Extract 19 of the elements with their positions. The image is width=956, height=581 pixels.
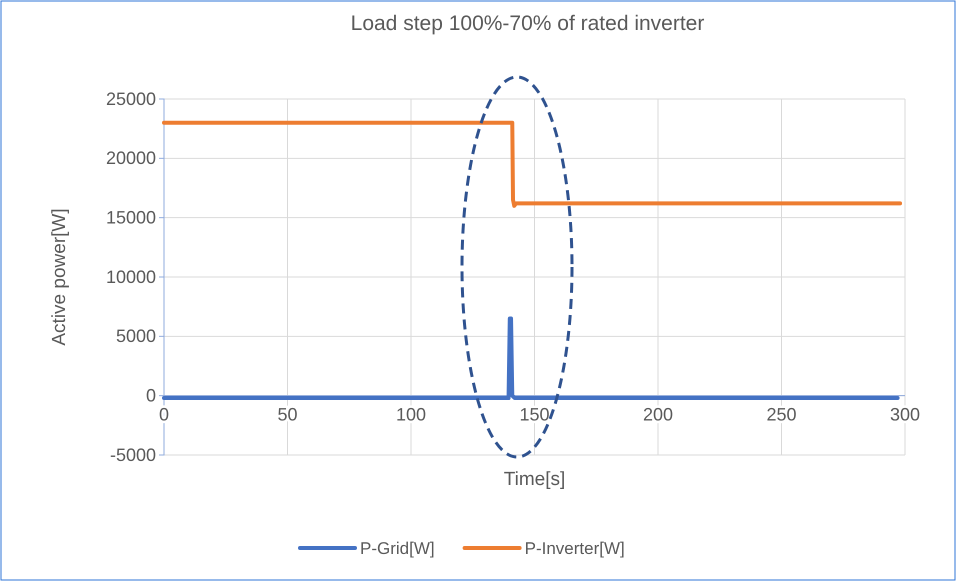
y-axis-title: Active power[W] xyxy=(49,208,70,346)
x-tick-label: 100 xyxy=(396,404,426,424)
y-tick-label: 15000 xyxy=(106,207,156,228)
chart-title: Load step 100%-70% of rated inverter xyxy=(350,12,704,35)
x-tick-label: 200 xyxy=(642,404,674,424)
x-tick-label: 150 xyxy=(519,404,550,424)
y-tick-label: 5000 xyxy=(116,326,156,346)
line-series xyxy=(162,120,902,208)
x-tick-label: 300 xyxy=(890,404,920,424)
y-tick-label: 10000 xyxy=(106,266,156,287)
y-tick-label: 0 xyxy=(146,385,156,406)
x-axis-title: Time[s] xyxy=(504,469,566,490)
legend-label: P-Grid[W] xyxy=(360,539,435,558)
x-tick-label: 50 xyxy=(277,404,298,424)
y-tick-label: 20000 xyxy=(106,148,156,168)
y-tick-label: -5000 xyxy=(110,444,156,465)
x-tick-label: 250 xyxy=(766,404,797,424)
legend-label: P-Inverter[W] xyxy=(524,539,625,558)
y-tick-label: 25000 xyxy=(106,88,156,109)
